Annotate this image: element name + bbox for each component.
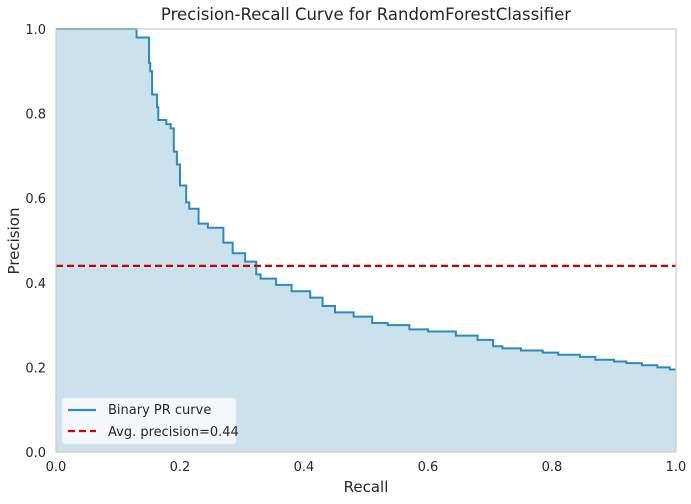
legend-box [61, 397, 237, 445]
x-tick-label: 1.0 [666, 460, 687, 475]
pr-curve-line [56, 28, 676, 371]
x-tick-label: 0.0 [46, 460, 67, 475]
y-tick-label: 0.6 [25, 192, 46, 207]
legend-label-pr-curve: Binary PR curve [108, 403, 211, 418]
pr-line-layer [56, 28, 676, 371]
x-tick-label: 0.6 [418, 460, 439, 475]
legend: Binary PR curve Avg. precision=0.44 [61, 397, 239, 445]
pr-curve-fill [56, 29, 676, 452]
chart-title: Precision-Recall Curve for RandomForestC… [161, 5, 571, 24]
pr-fill-layer [56, 29, 676, 452]
legend-label-avg-precision: Avg. precision=0.44 [108, 425, 239, 440]
y-tick-label: 0.8 [25, 108, 46, 123]
x-tick-label: 0.2 [170, 460, 191, 475]
y-tick-label: 0.4 [25, 277, 46, 292]
y-tick-label: 0.2 [25, 361, 46, 376]
y-tick-label: 1.0 [25, 23, 46, 38]
x-tick-label: 0.8 [542, 460, 563, 475]
x-tick-label: 0.4 [294, 460, 315, 475]
y-axis-ticks: 0.0 0.2 0.4 0.6 0.8 1.0 [25, 23, 46, 461]
x-axis-title: Recall [344, 478, 389, 496]
plot-frame [55, 28, 677, 453]
y-axis-title: Precision [5, 208, 23, 275]
y-tick-label: 0.0 [25, 446, 46, 461]
x-axis-ticks: 0.0 0.2 0.4 0.6 0.8 1.0 [46, 460, 687, 475]
